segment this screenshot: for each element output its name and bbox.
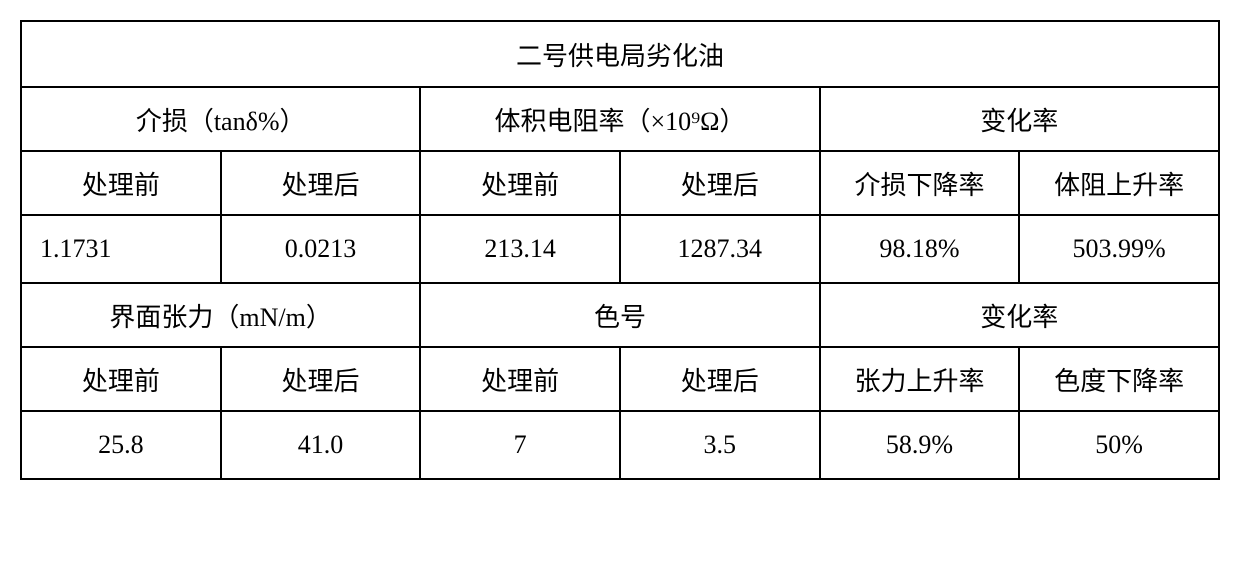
subheader-cell: 色度下降率 bbox=[1019, 347, 1219, 411]
header-cell: 界面张力（mN/m） bbox=[21, 283, 420, 347]
section2-data-row: 25.8 41.0 7 3.5 58.9% 50% bbox=[21, 411, 1219, 479]
subheader-cell: 处理前 bbox=[21, 347, 221, 411]
subheader-cell: 介损下降率 bbox=[820, 151, 1020, 215]
section2-subheader-row: 处理前 处理后 处理前 处理后 张力上升率 色度下降率 bbox=[21, 347, 1219, 411]
title-row: 二号供电局劣化油 bbox=[21, 21, 1219, 87]
data-cell: 503.99% bbox=[1019, 215, 1219, 283]
data-cell: 1.1731 bbox=[21, 215, 221, 283]
data-cell: 58.9% bbox=[820, 411, 1020, 479]
data-cell: 213.14 bbox=[420, 215, 620, 283]
section1-subheader-row: 处理前 处理后 处理前 处理后 介损下降率 体阻上升率 bbox=[21, 151, 1219, 215]
data-cell: 1287.34 bbox=[620, 215, 820, 283]
section1-data-row: 1.1731 0.0213 213.14 1287.34 98.18% 503.… bbox=[21, 215, 1219, 283]
data-cell: 3.5 bbox=[620, 411, 820, 479]
subheader-cell: 处理后 bbox=[620, 151, 820, 215]
data-cell: 0.0213 bbox=[221, 215, 421, 283]
header-cell: 体积电阻率（×10⁹Ω） bbox=[420, 87, 819, 151]
data-cell: 41.0 bbox=[221, 411, 421, 479]
data-cell: 7 bbox=[420, 411, 620, 479]
table-title: 二号供电局劣化油 bbox=[21, 21, 1219, 87]
subheader-cell: 处理前 bbox=[420, 151, 620, 215]
subheader-cell: 体阻上升率 bbox=[1019, 151, 1219, 215]
data-cell: 25.8 bbox=[21, 411, 221, 479]
header-cell: 色号 bbox=[420, 283, 819, 347]
header-cell: 介损（tanδ%） bbox=[21, 87, 420, 151]
subheader-cell: 处理前 bbox=[21, 151, 221, 215]
data-cell: 50% bbox=[1019, 411, 1219, 479]
subheader-cell: 处理后 bbox=[221, 151, 421, 215]
section1-header-row: 介损（tanδ%） 体积电阻率（×10⁹Ω） 变化率 bbox=[21, 87, 1219, 151]
subheader-cell: 处理前 bbox=[420, 347, 620, 411]
header-cell: 变化率 bbox=[820, 87, 1219, 151]
subheader-cell: 处理后 bbox=[221, 347, 421, 411]
subheader-cell: 张力上升率 bbox=[820, 347, 1020, 411]
data-cell: 98.18% bbox=[820, 215, 1020, 283]
section2-header-row: 界面张力（mN/m） 色号 变化率 bbox=[21, 283, 1219, 347]
subheader-cell: 处理后 bbox=[620, 347, 820, 411]
data-table: 二号供电局劣化油 介损（tanδ%） 体积电阻率（×10⁹Ω） 变化率 处理前 … bbox=[20, 20, 1220, 480]
header-cell: 变化率 bbox=[820, 283, 1219, 347]
